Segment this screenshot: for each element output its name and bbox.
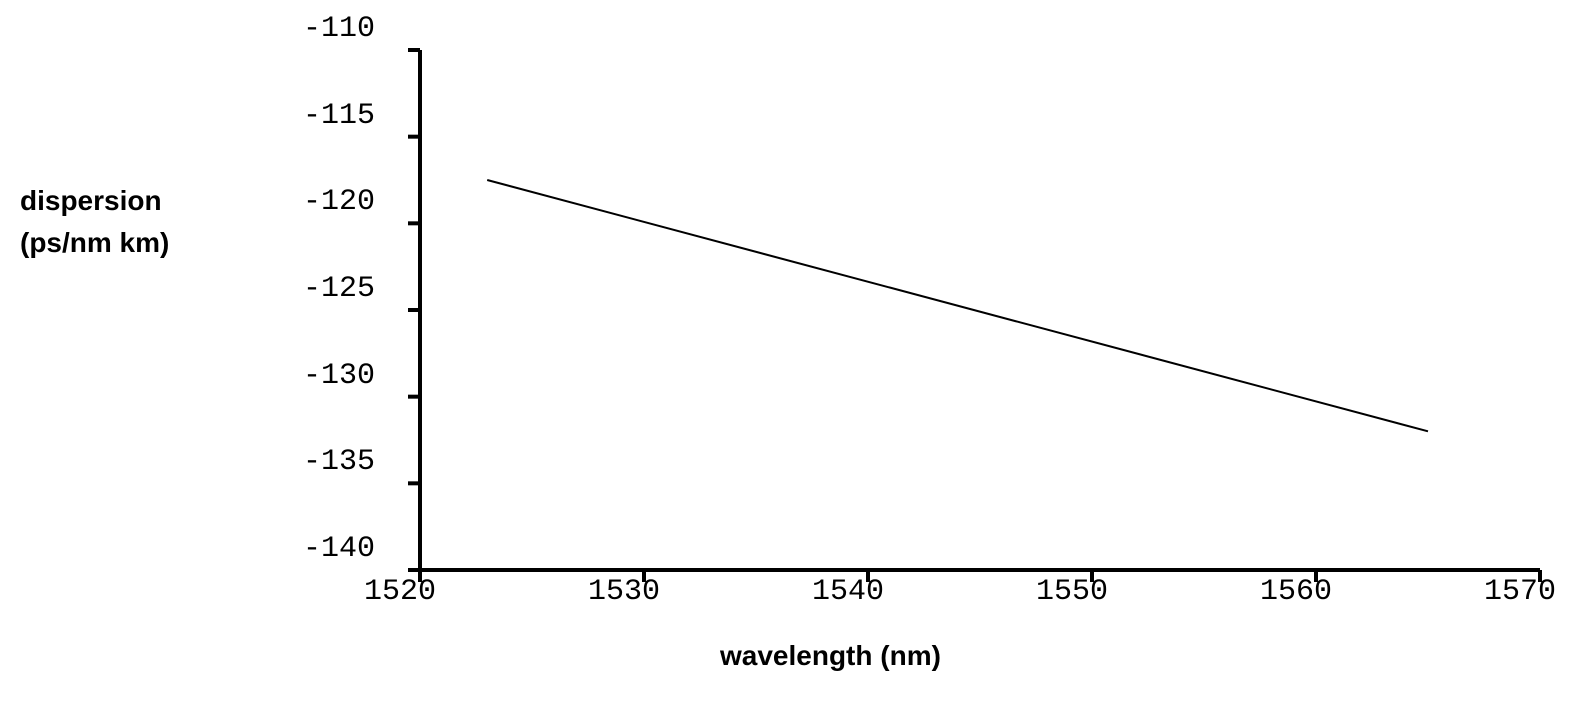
y-tick-label: -135 <box>285 445 375 479</box>
y-tick-label: -110 <box>285 12 375 46</box>
y-tick-label: -120 <box>285 185 375 219</box>
y-tick-label: -140 <box>285 532 375 566</box>
chart-svg <box>400 30 1560 590</box>
chart-container: dispersion (ps/nm km) wavelength (nm) -1… <box>0 0 1577 715</box>
y-axis-label: dispersion (ps/nm km) <box>20 180 169 264</box>
chart-area <box>400 30 1520 550</box>
x-tick-label: 1560 <box>1246 575 1346 609</box>
x-axis-label: wavelength (nm) <box>720 640 941 672</box>
x-tick-label: 1570 <box>1470 575 1570 609</box>
y-tick-label: -115 <box>285 99 375 133</box>
x-tick-label: 1530 <box>574 575 674 609</box>
x-tick-label: 1520 <box>350 575 450 609</box>
x-tick-label: 1540 <box>798 575 898 609</box>
y-axis-label-line1: dispersion <box>20 180 169 222</box>
y-tick-label: -125 <box>285 272 375 306</box>
x-tick-label: 1550 <box>1022 575 1122 609</box>
y-axis-label-line2: (ps/nm km) <box>20 222 169 264</box>
y-tick-label: -130 <box>285 359 375 393</box>
